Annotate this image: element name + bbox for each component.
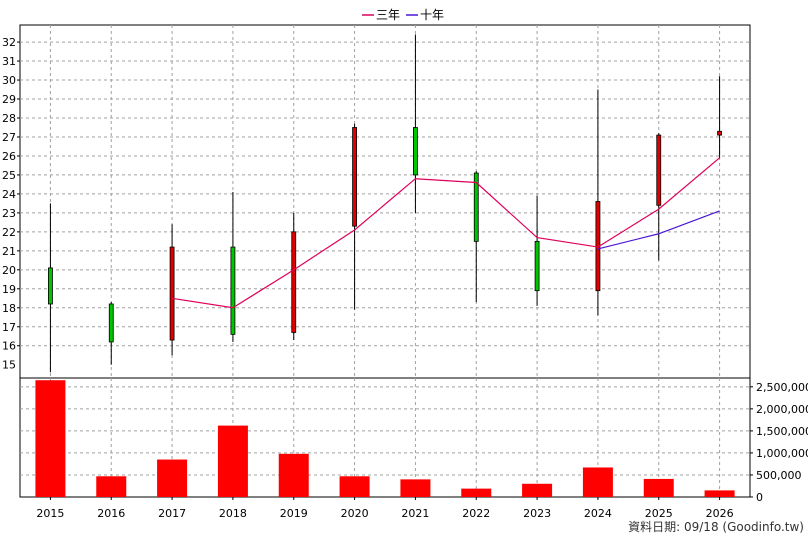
price-tick-label: 18: [2, 302, 16, 315]
price-tick-label: 19: [2, 283, 16, 296]
price-tick-label: 29: [2, 93, 16, 106]
candle-body-2018: [230, 246, 236, 335]
x-tick-label-2021: 2021: [401, 507, 429, 520]
legend: 三年 十年: [362, 8, 444, 22]
ten-year-line: [597, 210, 720, 250]
x-tick-label-2019: 2019: [280, 507, 308, 520]
price-tick-label: 24: [2, 188, 16, 201]
price-tick-label: 26: [2, 150, 16, 163]
volume-bar-2021: [400, 479, 431, 497]
price-tick-label: 30: [2, 74, 16, 87]
volume-panel: 0 500,000 1,000,000 1,500,000 2,000,000 2,500…: [19, 377, 808, 504]
price-tick-label: 22: [2, 226, 16, 239]
price-tick-label: 20: [2, 264, 16, 277]
candle-body-2015: [48, 267, 53, 305]
volume-bar-2019: [278, 453, 309, 497]
candle-body-2023: [534, 240, 540, 292]
price-tick-label: 15: [2, 359, 16, 372]
x-tick-label-2016: 2016: [97, 507, 125, 520]
volume-bar-2020: [339, 476, 370, 497]
price-tick-label: 17: [2, 321, 16, 334]
x-tick-label-2024: 2024: [584, 507, 612, 520]
candle-body-2020: [352, 127, 357, 227]
volume-bar-2026: [704, 490, 735, 497]
x-tick-label-2025: 2025: [645, 507, 673, 520]
candle-body-2016: [108, 303, 114, 343]
candle-body-2025: [656, 134, 662, 206]
legend-label-three-year: 三年: [376, 8, 400, 22]
volume-bar-2022: [461, 488, 492, 497]
volume-tick-label: 2,000,000: [756, 403, 808, 416]
x-tick-label-2020: 2020: [341, 507, 369, 520]
candle-body-2019: [291, 231, 297, 333]
price-tick-label: 21: [2, 245, 16, 258]
x-tick-label-2026: 2026: [706, 507, 734, 520]
volume-bar-2016: [96, 476, 127, 497]
three-year-line: [171, 157, 720, 309]
volume-tick-label: 1,000,000: [756, 447, 808, 460]
volume-bar-2018: [217, 425, 248, 497]
x-tick-label-2023: 2023: [523, 507, 551, 520]
volume-plot-area: [19, 377, 751, 498]
price-plot-area: [19, 24, 751, 379]
x-axis: 2015 2016 2017 2018 2019 2020 2021 2022 2023 2024…: [36, 497, 734, 520]
x-tick-label-2017: 2017: [158, 507, 186, 520]
candle-body-2017: [169, 246, 175, 341]
volume-bar-2025: [643, 478, 674, 497]
price-tick-label: 27: [2, 131, 16, 144]
candle-body-2026: [717, 130, 722, 136]
legend-label-ten-year: 十年: [420, 8, 444, 22]
volume-bar-2015: [35, 380, 66, 497]
x-tick-label-2022: 2022: [462, 507, 490, 520]
candle-body-2021: [413, 127, 418, 176]
price-tick-label: 23: [2, 207, 16, 220]
volume-tick-label: 1,500,000: [756, 425, 808, 438]
volume-tick-label: 2,500,000: [756, 381, 808, 394]
x-tick-label-2015: 2015: [36, 507, 64, 520]
volume-bar-2017: [157, 459, 188, 497]
price-tick-label: 28: [2, 112, 16, 125]
price-panel: 15 16 17 18 19 20 21 22 23 24 25 26 27 28 29 30 31 32: [2, 24, 751, 379]
price-tick-label: 16: [2, 340, 16, 353]
data-date-footer: 資料日期: 09/18 (Goodinfo.tw): [628, 520, 804, 534]
price-tick-label: 32: [2, 36, 16, 49]
volume-tick-label: 500,000: [756, 469, 802, 482]
volume-bar-2023: [522, 483, 553, 497]
price-tick-label: 25: [2, 169, 16, 182]
x-tick-label-2018: 2018: [219, 507, 247, 520]
volume-bar-2024: [582, 467, 613, 497]
volume-tick-label: 0: [756, 491, 763, 504]
candle-body-2022: [473, 172, 479, 242]
price-tick-label: 31: [2, 55, 16, 68]
